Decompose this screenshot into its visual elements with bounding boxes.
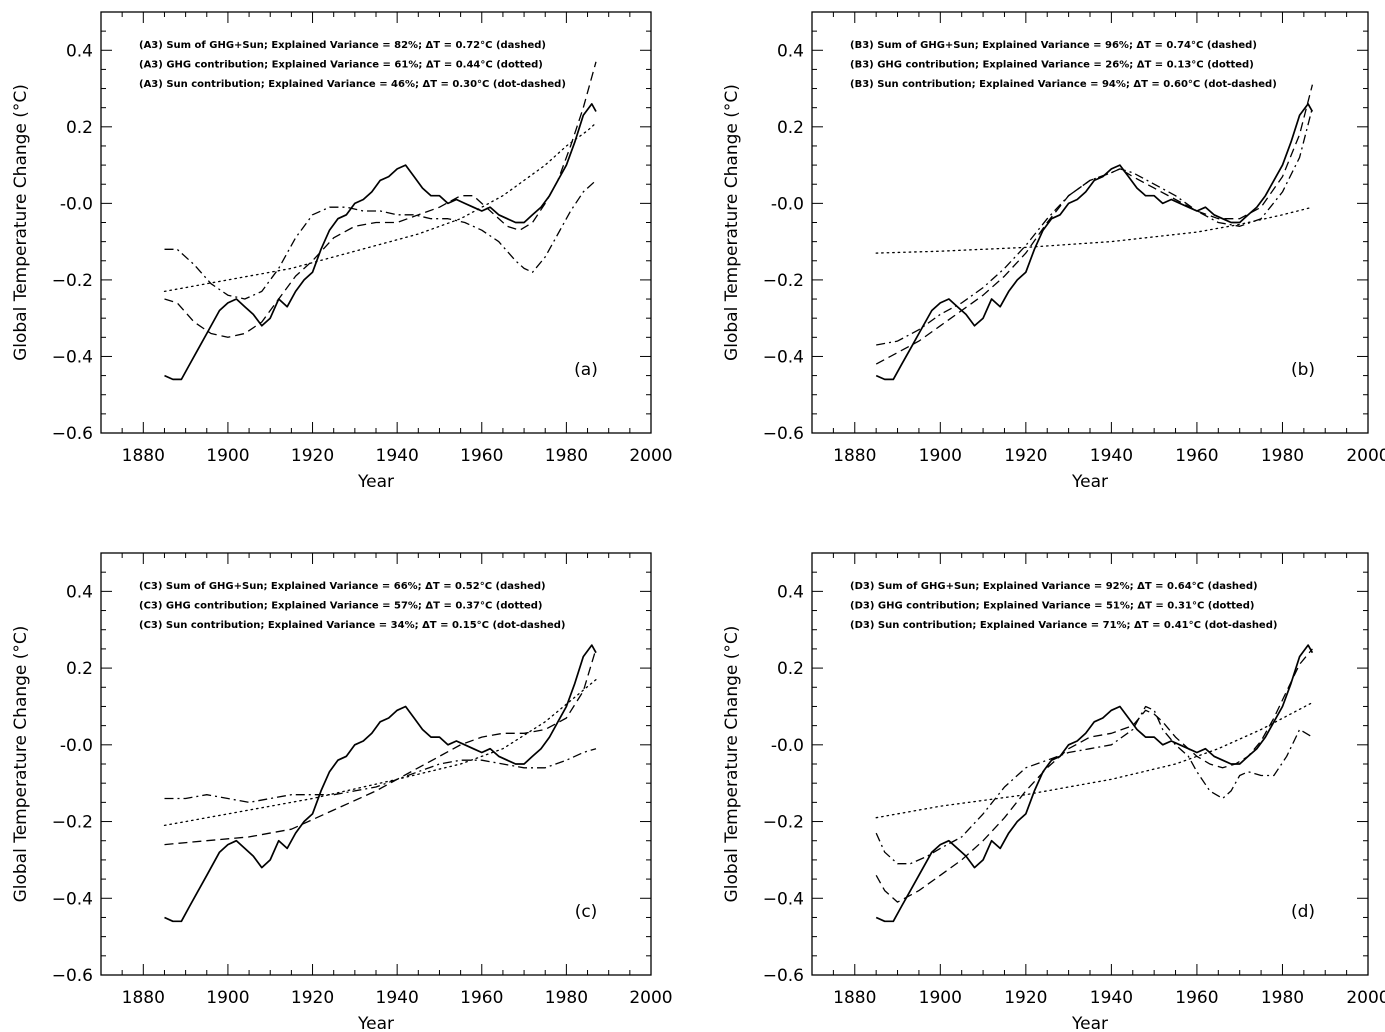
panel-label: (d) [1291,902,1315,922]
x-tick-label: 1940 [1090,988,1133,1008]
legend-entry: (D3) GHG contribution; Explained Varianc… [850,601,1254,612]
x-tick-label: 2000 [1346,988,1385,1008]
y-axis-title: Global Temperature Change (°C) [722,626,742,903]
series-line-dotted [163,678,597,827]
series-line-solid [164,103,597,381]
x-tick-label: 1920 [1004,446,1047,466]
y-tick-label: −0.6 [52,966,93,986]
legend-entry: (C3) Sun contribution; Explained Varianc… [139,620,565,631]
series-line-dotted [163,122,597,293]
y-tick-label: −0.4 [52,347,93,367]
chart-panel-2: 1880 1900 1920 1940 1960 1980 2000 −0.6 −0.4 −0.2… [722,11,1385,492]
x-tick-label: 1920 [291,988,334,1008]
y-tick-label: −0.2 [763,813,804,833]
y-tick-label: -0.0 [60,194,93,214]
series-line-dot-dashed [164,179,597,300]
series-line-dotted [875,206,1314,254]
y-tick-label: 0.2 [777,659,804,679]
y-tick-label: 0.4 [777,41,804,61]
chart-panel-3: 1880 1900 1920 1940 1960 1980 2000 −0.6 −0.4 −0.2… [11,552,673,1032]
series-line-dashed [164,61,597,338]
x-tick-label: 1980 [1261,988,1304,1008]
x-tick-label: 1940 [376,446,419,466]
series-line-solid [875,103,1314,381]
y-axis-title: Global Temperature Change (°C) [11,84,31,361]
legend-entry: (A3) Sum of GHG+Sun; Explained Variance … [139,40,546,51]
x-tick-label: 1960 [460,446,503,466]
y-tick-label: −0.2 [52,271,93,291]
y-tick-label: 0.2 [777,118,804,138]
series-line-dashed [875,648,1313,903]
x-tick-label: 1960 [1175,446,1218,466]
x-tick-label: 1980 [545,446,588,466]
x-tick-label: 1960 [460,988,503,1008]
x-axis-title: Year [357,1014,394,1032]
legend-entry: (B3) Sum of GHG+Sun; Explained Variance … [850,40,1257,51]
y-tick-label: 0.2 [66,659,93,679]
x-tick-label: 1900 [919,988,962,1008]
x-tick-label: 1880 [122,446,165,466]
series-line-solid [875,644,1314,923]
series-line-solid [164,644,597,923]
legend-entry: (D3) Sun contribution; Explained Varianc… [850,620,1277,631]
x-tick-label: 1940 [376,988,419,1008]
y-axis-title: Global Temperature Change (°C) [11,626,31,903]
x-tick-label: 1880 [833,988,876,1008]
series-line-dashed [164,648,597,846]
x-tick-label: 2000 [1346,446,1385,466]
x-tick-label: 2000 [629,446,672,466]
x-axis-title: Year [1071,1014,1108,1032]
legend-entry: (B3) Sun contribution; Explained Varianc… [850,79,1277,90]
x-tick-label: 1880 [122,988,165,1008]
x-tick-label: 1920 [291,446,334,466]
y-tick-label: 0.4 [777,582,804,602]
y-tick-label: 0.4 [66,582,93,602]
x-tick-label: 1900 [206,988,249,1008]
y-tick-label: −0.4 [763,347,804,367]
series-line-dotted [875,701,1314,819]
y-tick-label: −0.6 [763,424,804,444]
y-tick-label: −0.2 [763,271,804,291]
chart-panel-1: 1880 1900 1920 1940 1960 1980 2000 −0.6 −0.4 −0.2… [11,11,673,492]
y-tick-label: −0.4 [52,889,93,909]
y-tick-label: -0.0 [771,194,804,214]
y-tick-label: −0.2 [52,813,93,833]
legend-entry: (C3) GHG contribution; Explained Varianc… [139,601,542,612]
series-line-dot-dashed [876,107,1314,346]
plot-frame [811,552,1369,976]
y-tick-label: −0.6 [52,424,93,444]
plot-frame [811,11,1369,434]
x-tick-label: 2000 [629,988,672,1008]
series-line-dot-dashed [875,705,1313,865]
y-tick-label: 0.4 [66,41,93,61]
chart-panel-4: 1880 1900 1920 1940 1960 1980 2000 −0.6 −0.4 −0.2… [722,552,1385,1032]
y-tick-label: 0.2 [66,118,93,138]
x-tick-label: 1900 [919,446,962,466]
panel-label: (b) [1291,360,1315,380]
x-tick-label: 1920 [1004,988,1047,1008]
legend-entry: (A3) GHG contribution; Explained Varianc… [139,60,543,71]
x-tick-label: 1900 [206,446,249,466]
x-axis-title: Year [357,472,394,492]
y-tick-label: −0.4 [763,889,804,909]
y-tick-label: -0.0 [60,736,93,756]
x-tick-label: 1980 [545,988,588,1008]
legend-entry: (A3) Sun contribution; Explained Varianc… [139,79,566,90]
x-tick-label: 1940 [1090,446,1133,466]
x-tick-label: 1880 [833,446,876,466]
y-axis-title: Global Temperature Change (°C) [722,84,742,361]
legend-entry: (D3) Sum of GHG+Sun; Explained Variance … [850,581,1258,592]
legend-entry: (B3) GHG contribution; Explained Varianc… [850,60,1254,71]
x-tick-label: 1960 [1175,988,1218,1008]
panel-label: (a) [574,360,598,380]
y-tick-label: -0.0 [771,736,804,756]
y-tick-label: −0.6 [763,966,804,986]
plot-frame [100,552,652,976]
x-axis-title: Year [1071,472,1108,492]
x-tick-label: 1980 [1261,446,1304,466]
legend-entry: (C3) Sum of GHG+Sun; Explained Variance … [139,581,546,592]
series-line-dashed [875,84,1314,365]
panel-label: (c) [575,902,598,922]
